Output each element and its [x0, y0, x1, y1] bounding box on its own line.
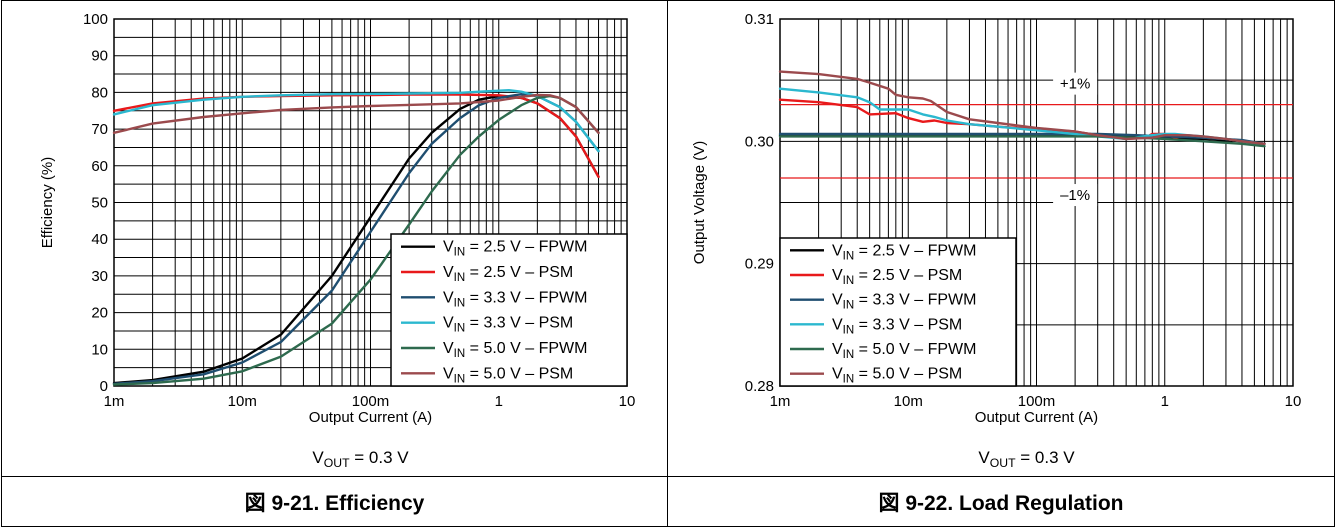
caption-divider: [2, 476, 667, 477]
legend-entry: VIN = 2.5 V – FPWM: [443, 239, 587, 259]
y-tick-label: 40: [91, 231, 108, 248]
y-tick-label: 0.28: [745, 378, 774, 395]
efficiency-panel: 0 10 20 30 40 50 60 70 80 90 100 1m 10m 100m 1 10 Output…: [1, 0, 668, 527]
x-tick-label: 1: [495, 393, 503, 410]
legend-box: [779, 237, 1017, 387]
y-tick-label: 90: [91, 48, 108, 65]
legend-entry: VIN = 5.0 V – FPWM: [443, 340, 587, 360]
y-tick-label: 50: [91, 195, 108, 212]
vout-note: VOUT = 0.3 V: [978, 448, 1075, 470]
legend-entry: VIN = 5.0 V – PSM: [832, 366, 962, 386]
y-tick-label: 100: [83, 11, 108, 28]
y-tick-label: 0: [100, 378, 108, 395]
y-tick-label: 80: [91, 84, 108, 101]
x-tick-label: 10: [1285, 393, 1302, 410]
figure-caption: 図 9-22. Load Regulation: [878, 492, 1124, 515]
y-tick-label: 0.31: [745, 11, 774, 28]
series-line: [112, 93, 600, 135]
legend-entry: VIN = 5.0 V – FPWM: [832, 341, 976, 361]
legend-entry: VIN = 2.5 V – FPWM: [832, 242, 976, 262]
y-tick-label: 0.29: [745, 256, 774, 273]
x-tick-label: 10m: [228, 393, 257, 410]
x-tick-label: 1: [1161, 393, 1169, 410]
y-tick-label: 20: [91, 305, 108, 322]
x-tick-label: 10m: [894, 393, 923, 410]
legend-box: [390, 233, 628, 387]
y-axis-label: Efficiency (%): [39, 157, 56, 248]
y-tick-label: 30: [91, 268, 108, 285]
y-tick-label: 60: [91, 158, 108, 175]
x-axis-label: Output Current (A): [309, 409, 432, 426]
caption-divider: [668, 476, 1334, 477]
plot-frame: [113, 18, 628, 387]
plot-frame: [779, 18, 1294, 387]
x-tick-label: 1m: [104, 393, 125, 410]
series-line: [778, 70, 1266, 146]
y-axis-label: Output Voltage (V): [691, 141, 708, 264]
load-regulation-panel: +1% –1% 0.28 0.29 0.30 0.31 1m 10m 100m 1 10 Output…: [667, 0, 1335, 527]
limit-label-bg: [1053, 184, 1098, 207]
load-regulation-chart: +1% –1% 0.28 0.29 0.30 0.31 1m 10m 100m 1 10 Output…: [691, 11, 1302, 470]
legend-entry: VIN = 5.0 V – PSM: [443, 365, 573, 385]
limit-label-bg: [1053, 72, 1098, 95]
efficiency-chart: 0 10 20 30 40 50 60 70 80 90 100 1m 10m 100m 1 10 Output…: [39, 11, 636, 470]
legend-entry: VIN = 2.5 V – PSM: [443, 264, 573, 284]
x-axis-label: Output Current (A): [975, 409, 1098, 426]
x-tick-label: 1m: [770, 393, 791, 410]
x-tick-label: 10: [619, 393, 636, 410]
y-tick-label: 10: [91, 341, 108, 358]
legend-entry: VIN = 2.5 V – PSM: [832, 267, 962, 287]
legend-entry: VIN = 3.3 V – FPWM: [443, 289, 587, 309]
vout-note: VOUT = 0.3 V: [312, 448, 409, 470]
y-tick-label: 0.30: [745, 133, 774, 150]
series-line: [112, 88, 600, 153]
y-tick-label: 70: [91, 121, 108, 138]
legend-entry: VIN = 3.3 V – PSM: [832, 316, 962, 336]
figure-caption: 図 9-21. Efficiency: [244, 492, 425, 515]
x-tick-label: 100m: [352, 393, 390, 410]
legend-entry: VIN = 3.3 V – PSM: [443, 315, 573, 335]
limit-label: –1%: [1060, 187, 1090, 204]
limit-label: +1%: [1060, 76, 1090, 93]
legend-entry: VIN = 3.3 V – FPWM: [832, 292, 976, 312]
x-tick-label: 100m: [1018, 393, 1056, 410]
